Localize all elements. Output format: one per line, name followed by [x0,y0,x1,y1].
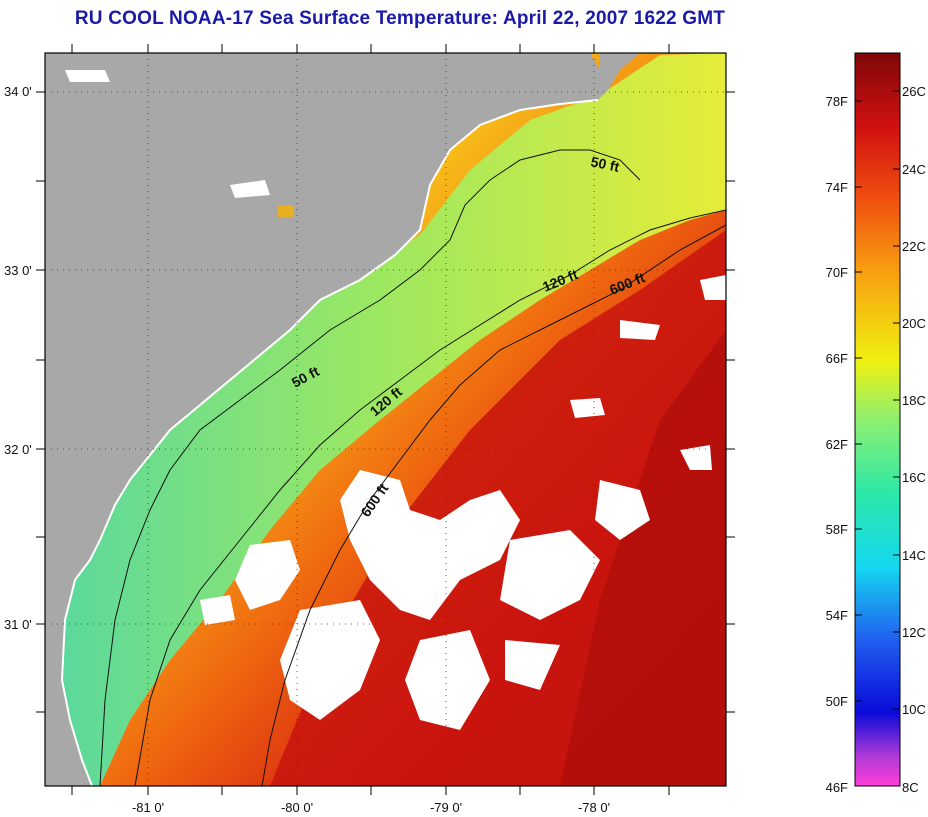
cbar-c-16: 16C [902,470,926,485]
contour-label-50ft-north: 50 ft [589,153,621,175]
lon-label-78: -78 0' [578,800,610,815]
map-title: RU COOL NOAA-17 Sea Surface Temperature:… [74,8,726,29]
map-frame [45,53,726,786]
grid-lines [45,53,726,786]
cbar-f-66: 66F [826,351,848,366]
cbar-c-12: 12C [902,625,926,640]
cbar-c-26: 26C [902,84,926,99]
colorbar-gradient [854,52,901,787]
lon-label-81: -81 0' [132,800,164,815]
inland-lake [278,205,294,217]
lon-label-79: -79 0' [430,800,462,815]
cbar-c-8: 8C [902,780,919,795]
coastline [60,99,599,786]
cbar-f-62: 62F [826,437,848,452]
cbar-f-54: 54F [826,608,848,623]
land-outer-banks [598,53,640,100]
lat-label-31: 31 0' [4,617,32,632]
lat-label-34: 34 0' [4,84,32,99]
cbar-c-20: 20C [902,316,926,331]
cloud-patches [65,70,726,730]
cbar-c-10: 10C [902,702,926,717]
land-area [45,53,600,786]
cbar-f-46: 46F [826,780,848,795]
cbar-c-24: 24C [902,162,926,177]
colorbar-ticks [855,90,900,710]
cbar-c-18: 18C [902,393,926,408]
cbar-f-50: 50F [826,694,848,709]
frame-ticks [36,44,735,795]
cbar-f-78: 78F [826,94,848,109]
gulf-stream [560,330,726,786]
colorbar: 78F 74F 70F 66F 62F 58F 54F 50F 46F 26C … [826,52,926,795]
cbar-f-58: 58F [826,522,848,537]
cbar-f-70: 70F [826,265,848,280]
map-border [44,52,727,787]
lon-label-80: -80 0' [281,800,313,815]
lat-label-32: 32 0' [4,442,32,457]
cbar-f-74: 74F [826,180,848,195]
cbar-c-22: 22C [902,239,926,254]
lat-label-33: 33 0' [4,263,32,278]
cbar-c-14: 14C [902,548,926,563]
isobath-lines [99,149,726,786]
